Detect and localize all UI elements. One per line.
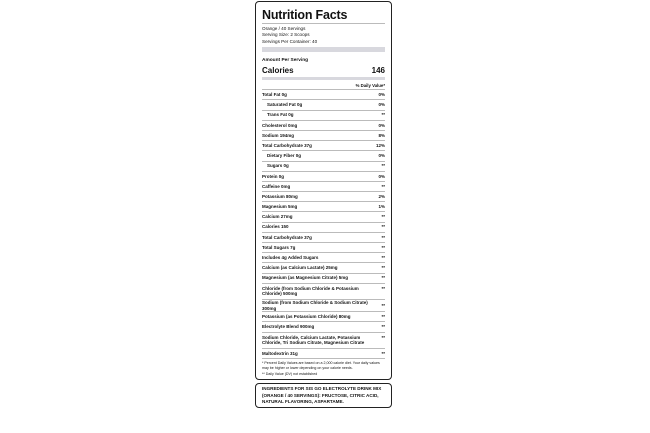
ingredients-box: INGREDIENTS FOR SIS GO ELECTROLYTE DRINK… bbox=[255, 383, 392, 408]
nutrient-label: Sodium (from Sodium Chloride & Sodium Ci… bbox=[262, 299, 368, 311]
nutrient-daily-value: ** bbox=[381, 183, 385, 189]
ingredients-text: INGREDIENTS FOR SIS GO ELECTROLYTE DRINK… bbox=[262, 386, 382, 404]
nutrient-row: Protein 0g 0% bbox=[262, 170, 385, 181]
nutrient-label: Trans Fat 0g bbox=[267, 112, 294, 118]
footnote-dv: * Percent Daily Values are based on a 2,… bbox=[262, 360, 380, 370]
nutrient-label: Potassium 80mg bbox=[262, 193, 298, 199]
thick-divider bbox=[262, 47, 385, 53]
nutrient-daily-value: ** bbox=[381, 163, 385, 169]
nutrient-label: Total Carbohydrate 37g bbox=[262, 234, 312, 240]
nutrient-daily-value: ** bbox=[381, 334, 385, 340]
nutrient-daily-value: ** bbox=[381, 350, 385, 356]
nutrition-facts-label: Nutrition Facts Orange / 40 Servings Ser… bbox=[255, 1, 392, 381]
nutrient-label: Protein 0g bbox=[262, 173, 285, 179]
nutrient-daily-value: ** bbox=[381, 324, 385, 330]
nutrient-row: Sodium (from Sodium Chloride & Sodium Ci… bbox=[262, 298, 385, 311]
label-title: Nutrition Facts bbox=[262, 8, 348, 22]
nutrient-label: Dietary Fiber 0g bbox=[267, 153, 302, 159]
nutrient-label: Total Fat 0g bbox=[262, 92, 287, 98]
divider bbox=[262, 23, 385, 24]
nutrient-row: Caffeine 0mg ** bbox=[262, 180, 385, 191]
nutrient-row: Sodium 194mg 8% bbox=[262, 129, 385, 140]
nutrient-label: Chloride (from Sodium Chloride & Potassi… bbox=[262, 285, 359, 297]
nutrient-daily-value: 1% bbox=[378, 204, 385, 210]
nutrient-row: Sodium Chloride, Calcium Lactate, Potass… bbox=[262, 331, 385, 348]
nutrient-daily-value: 0% bbox=[378, 173, 385, 179]
nutrient-daily-value: ** bbox=[381, 224, 385, 230]
serving-size: Serving Size: 2 Scoops bbox=[262, 32, 310, 38]
daily-value-header: % Daily Value* bbox=[355, 83, 385, 89]
nutrient-row: Calcium (as Calcium Lactate) 25mg ** bbox=[262, 262, 385, 272]
nutrient-row: Total Fat 0g 0% bbox=[262, 89, 385, 99]
nutrient-daily-value: ** bbox=[381, 255, 385, 261]
nutrient-row: Magnesium (as Magnesium Citrate) 5mg ** bbox=[262, 272, 385, 283]
nutrient-rows: Total Fat 0g 0% Saturated Fat 0g 0% Trans Fa… bbox=[262, 89, 385, 358]
calories-row: Calories 146 bbox=[262, 65, 385, 76]
nutrient-label: Calcium (as Calcium Lactate) 25mg bbox=[262, 265, 338, 271]
nutrient-daily-value: 8% bbox=[378, 132, 385, 138]
nutrient-row: Electrolyte Blend 900mg ** bbox=[262, 321, 385, 331]
nutrient-row: Chloride (from Sodium Chloride & Potassi… bbox=[262, 282, 385, 299]
nutrient-label: Total Carbohydrate 37g bbox=[262, 142, 312, 148]
nutrient-row: Dietary Fiber 0g 0% bbox=[262, 150, 385, 160]
serving-info: Orange / 40 Servings Serving Size: 2 Sco… bbox=[262, 24, 385, 45]
label-column: Nutrition Facts Orange / 40 Servings Ser… bbox=[255, 1, 392, 408]
nutrient-label: Saturated Fat 0g bbox=[267, 102, 303, 108]
nutrient-daily-value: ** bbox=[381, 265, 385, 271]
nutrient-daily-value: ** bbox=[381, 244, 385, 250]
serving-flavor: Orange / 40 Servings bbox=[262, 26, 306, 31]
nutrient-row: Potassium (as Potassium Chloride) 80mg ** bbox=[262, 311, 385, 321]
nutrient-label: Potassium (as Potassium Chloride) 80mg bbox=[262, 313, 351, 319]
nutrient-row: Calcium 27mg ** bbox=[262, 211, 385, 221]
nutrient-label: Sugars 0g bbox=[267, 163, 289, 169]
calories-value: 146 bbox=[371, 66, 385, 76]
nutrient-daily-value: ** bbox=[381, 214, 385, 220]
thick-divider bbox=[262, 77, 385, 81]
nutrient-label: Calcium 27mg bbox=[262, 214, 293, 220]
nutrient-daily-value: 0% bbox=[378, 153, 385, 159]
nutrient-label: Calories 150 bbox=[262, 224, 289, 230]
nutrient-row: Magnesium 5mg 1% bbox=[262, 201, 385, 211]
nutrient-label: Magnesium (as Magnesium Citrate) 5mg bbox=[262, 275, 349, 281]
nutrient-daily-value: ** bbox=[381, 302, 385, 308]
nutrient-daily-value: ** bbox=[381, 234, 385, 240]
nutrient-row: Sugars 0g ** bbox=[262, 160, 385, 171]
nutrient-daily-value: ** bbox=[381, 112, 385, 118]
nutrient-label: Includes 4g Added Sugars bbox=[262, 255, 319, 261]
footnote-not-established: ** Daily Value (DV) not established bbox=[262, 371, 318, 376]
nutrient-label: Cholesterol 0mg bbox=[262, 122, 298, 128]
nutrient-daily-value: ** bbox=[381, 313, 385, 319]
nutrient-daily-value: 0% bbox=[378, 92, 385, 98]
nutrient-label: Total Sugars 7g bbox=[262, 244, 296, 250]
nutrient-daily-value: 2% bbox=[378, 193, 385, 199]
nutrient-row: Total Carbohydrate 37g 12% bbox=[262, 140, 385, 150]
nutrient-label: Maltodextrin 31g bbox=[262, 350, 298, 356]
nutrient-row: Cholesterol 0mg 0% bbox=[262, 119, 385, 130]
nutrient-row: Calories 150 ** bbox=[262, 221, 385, 232]
nutrient-label: Sodium 194mg bbox=[262, 132, 295, 138]
calories-label: Calories bbox=[262, 66, 294, 76]
nutrient-row: Total Carbohydrate 37g ** bbox=[262, 231, 385, 242]
nutrient-daily-value: 0% bbox=[378, 102, 385, 108]
servings-per-container: Servings Per Container: 40 bbox=[262, 38, 318, 44]
nutrient-row: Total Sugars 7g ** bbox=[262, 242, 385, 252]
nutrient-daily-value: 0% bbox=[378, 122, 385, 128]
nutrient-label: Caffeine 0mg bbox=[262, 183, 291, 189]
nutrient-label: Magnesium 5mg bbox=[262, 204, 298, 210]
nutrient-row: Potassium 80mg 2% bbox=[262, 191, 385, 201]
nutrient-row: Includes 4g Added Sugars ** bbox=[262, 252, 385, 262]
footnote: * Percent Daily Values are based on a 2,… bbox=[262, 357, 385, 376]
nutrient-row: Maltodextrin 31g ** bbox=[262, 347, 385, 358]
nutrient-daily-value: ** bbox=[381, 275, 385, 281]
nutrient-daily-value: 12% bbox=[375, 142, 385, 148]
nutrient-daily-value: ** bbox=[381, 285, 385, 291]
nutrient-label: Electrolyte Blend 900mg bbox=[262, 324, 315, 330]
nutrient-row: Trans Fat 0g ** bbox=[262, 109, 385, 120]
amount-per-serving: Amount Per Serving bbox=[262, 58, 309, 64]
nutrient-label: Sodium Chloride, Calcium Lactate, Potass… bbox=[262, 334, 365, 346]
nutrient-row: Saturated Fat 0g 0% bbox=[262, 99, 385, 109]
